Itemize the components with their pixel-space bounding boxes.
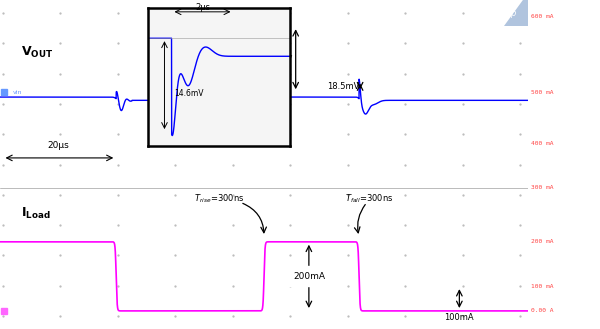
Text: 600 mA: 600 mA	[530, 14, 553, 19]
Text: 100mA: 100mA	[445, 313, 474, 322]
Text: 400 mA: 400 mA	[530, 140, 553, 146]
Polygon shape	[504, 0, 528, 26]
Text: 20mV: 20mV	[267, 55, 293, 64]
Text: 300 mA: 300 mA	[530, 185, 553, 190]
Text: $\mathbf{I_{Load}}$: $\mathbf{I_{Load}}$	[21, 206, 51, 221]
Text: p: p	[511, 9, 516, 18]
Text: 18.5mV: 18.5mV	[327, 82, 359, 91]
Text: 14.6mV: 14.6mV	[250, 120, 283, 129]
Text: 20µs: 20µs	[47, 141, 69, 150]
Text: vin: vin	[13, 89, 23, 95]
Text: 500 mA: 500 mA	[530, 89, 553, 95]
Text: 0.00 A: 0.00 A	[530, 308, 553, 314]
Text: $\mathbf{V_{OUT}}$: $\mathbf{V_{OUT}}$	[21, 45, 53, 60]
Text: $T_{rise}$=300ns: $T_{rise}$=300ns	[194, 193, 244, 205]
Text: $T_{fall}$=300ns: $T_{fall}$=300ns	[346, 193, 394, 205]
Text: 200mA: 200mA	[293, 272, 325, 281]
Text: 200 mA: 200 mA	[530, 239, 553, 244]
Text: 100 mA: 100 mA	[530, 284, 553, 289]
